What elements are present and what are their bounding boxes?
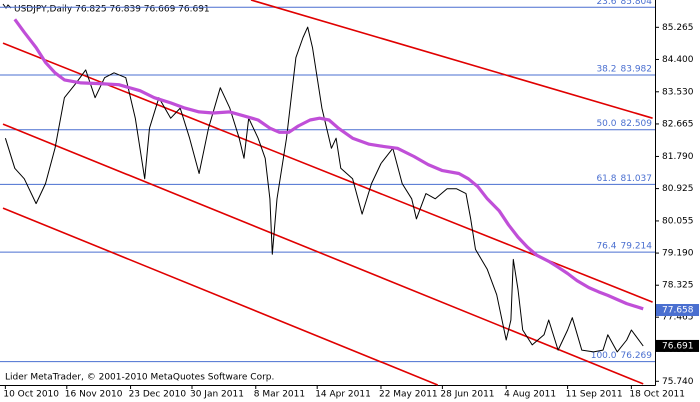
y-tick-label: 78.325: [662, 281, 694, 291]
ma-price-box: [656, 304, 699, 317]
y-tick-label: 75.740: [662, 377, 694, 387]
moving-average: [13, 18, 644, 311]
fib-value: 76.269: [621, 351, 653, 361]
fib-ratio: 76.4: [596, 242, 616, 252]
y-tick-label: 80.055: [662, 216, 694, 226]
y-tick-label: 79.190: [662, 249, 694, 259]
chart-title: USDJPY,Daily 76.825 76.839 76.669 76.691: [14, 5, 210, 15]
x-tick-label: 16 Nov 2010: [65, 390, 123, 400]
x-tick-label: 23 Dec 2010: [129, 390, 187, 400]
bid-price-box-label: 76.691: [662, 341, 694, 351]
y-tick-label: 77.465: [662, 313, 694, 323]
fib-ratio: 50.0: [596, 119, 616, 129]
symbol-icon: [2, 3, 12, 9]
x-tick-label: 8 Mar 2011: [254, 390, 305, 400]
y-tick-label: 85.265: [662, 23, 694, 33]
y-tick-label: 84.400: [662, 55, 694, 65]
price-line: [4, 26, 644, 353]
fib-value: 79.214: [621, 242, 653, 252]
ma-price-box-label: 77.658: [662, 306, 694, 316]
y-tick-label: 83.530: [662, 87, 694, 97]
fib-ratio: 61.8: [596, 174, 616, 184]
fib-value: 82.509: [621, 119, 653, 129]
fib-ratio: 38.2: [596, 64, 616, 74]
fib-value: 83.982: [621, 64, 653, 74]
x-tick-label: 22 May 2011: [379, 390, 438, 400]
x-tick-label: 18 Oct 2011: [629, 390, 685, 400]
bid-price-box: [656, 339, 699, 352]
fib-value: 85.804: [621, 0, 653, 7]
x-tick-label: 28 Jun 2011: [440, 390, 494, 400]
channel-line: [250, 0, 653, 119]
y-tick-label: 80.925: [662, 184, 694, 194]
fib-ratio: 100.0: [591, 351, 617, 361]
x-tick-label: 11 Sep 2011: [566, 390, 623, 400]
footer: Lider MetaTrader, © 2001-2010 MetaQuotes…: [5, 373, 274, 383]
x-tick-label: 10 Oct 2010: [3, 390, 59, 400]
fib-ratio: 23.6: [596, 0, 616, 7]
x-tick-label: 30 Jan 2011: [190, 390, 244, 400]
y-tick-label: 82.665: [662, 119, 694, 129]
x-tick-label: 14 Apr 2011: [315, 390, 371, 400]
y-tick-label: 81.790: [662, 152, 694, 162]
x-tick-label: 4 Aug 2011: [504, 390, 556, 400]
channel-line: [2, 207, 439, 386]
fib-value: 81.037: [621, 174, 653, 184]
